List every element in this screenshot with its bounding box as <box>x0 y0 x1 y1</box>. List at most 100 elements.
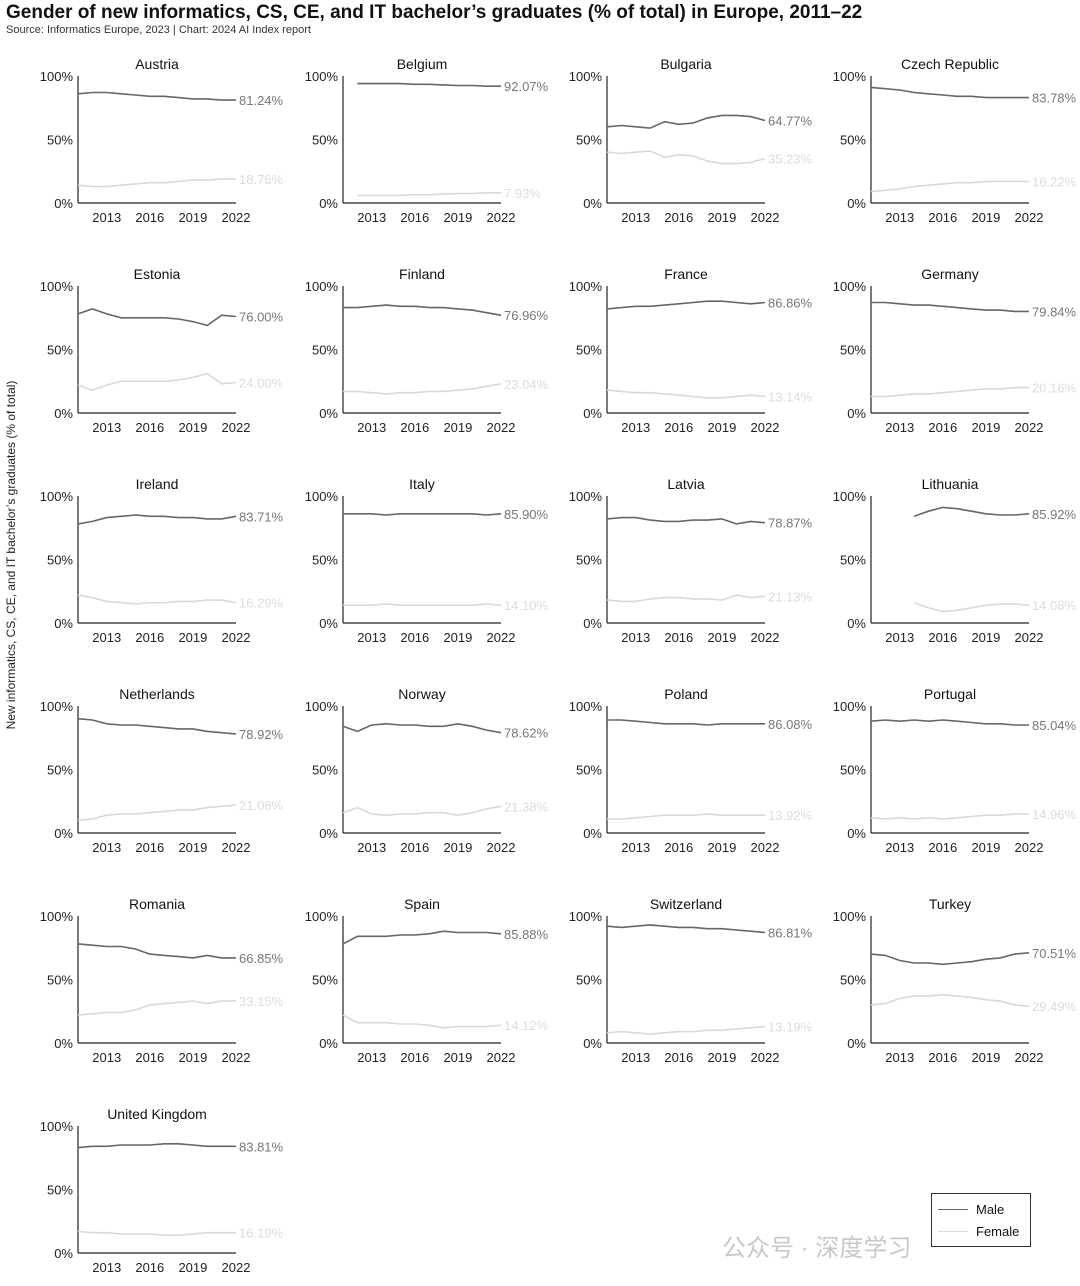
male-data-label: 83.78% <box>1032 91 1077 106</box>
female-series-line <box>870 813 1029 820</box>
y-tick-label: 0% <box>54 826 73 841</box>
y-tick-label: 100% <box>569 699 603 714</box>
y-tick-label: 0% <box>319 616 338 631</box>
y-tick-label: 100% <box>305 909 339 924</box>
legend-label-female: Female <box>976 1224 1020 1239</box>
female-data-label: 29.49% <box>1032 999 1077 1014</box>
x-tick-label: 2016 <box>400 420 429 435</box>
y-tick-label: 0% <box>583 826 602 841</box>
x-tick-label: 2022 <box>751 630 780 645</box>
female-series-line <box>342 1014 502 1029</box>
male-data-label: 85.88% <box>504 927 549 942</box>
panel-title: United Kingdom <box>107 1106 207 1122</box>
female-series-line <box>870 180 1029 193</box>
y-tick-label: 100% <box>40 1119 74 1134</box>
male-data-label: 66.85% <box>239 951 284 966</box>
male-data-label: 85.04% <box>1032 718 1077 733</box>
y-tick-label: 0% <box>847 1036 866 1051</box>
panel-title: Spain <box>404 896 440 912</box>
y-tick-label: 100% <box>569 69 603 84</box>
female-data-label: 13.92% <box>768 808 813 823</box>
x-tick-label: 2022 <box>1015 840 1044 855</box>
female-data-label: 21.13% <box>768 589 813 604</box>
male-series-line <box>606 300 766 310</box>
panel-title: Netherlands <box>119 686 195 702</box>
male-series-line <box>606 114 766 129</box>
x-tick-label: 2013 <box>92 210 121 225</box>
x-tick-label: 2016 <box>928 630 957 645</box>
x-tick-label: 2016 <box>400 630 429 645</box>
male-series-line <box>913 506 1030 518</box>
female-series-line <box>77 178 236 188</box>
panel-belgium: Belgium 0% 50% 100% 2013 2016 2019 2022 92.07% 7.… <box>305 56 549 225</box>
male-data-label: 85.90% <box>504 507 549 522</box>
female-data-label: 24.00% <box>239 376 284 391</box>
y-tick-label: 0% <box>54 406 73 421</box>
female-series-line <box>77 372 237 391</box>
female-series-line <box>870 993 1030 1007</box>
x-tick-label: 2019 <box>178 1260 207 1275</box>
legend-swatch-male <box>938 1209 968 1210</box>
male-data-label: 86.81% <box>768 926 813 941</box>
legend-item-male: Male <box>938 1202 1004 1217</box>
panel-bulgaria: Bulgaria 0% 50% 100% 2013 2016 2019 2022 64.77% 3… <box>569 56 813 225</box>
female-series-line <box>606 389 766 399</box>
male-series-line <box>77 943 236 959</box>
x-tick-label: 2019 <box>443 210 472 225</box>
y-tick-label: 100% <box>569 279 603 294</box>
x-tick-label: 2013 <box>357 210 386 225</box>
y-tick-label: 100% <box>40 699 74 714</box>
y-tick-label: 0% <box>583 406 602 421</box>
female-data-label: 16.29% <box>239 596 284 611</box>
y-tick-label: 50% <box>840 343 866 358</box>
x-tick-label: 2013 <box>621 840 650 855</box>
x-tick-label: 2019 <box>443 1050 472 1065</box>
x-tick-label: 2019 <box>443 630 472 645</box>
male-data-label: 79.84% <box>1032 304 1077 319</box>
x-tick-label: 2019 <box>971 840 1000 855</box>
female-series-line <box>77 1000 236 1016</box>
male-data-label: 76.96% <box>504 308 549 323</box>
y-tick-label: 0% <box>319 196 338 211</box>
female-data-label: 7.93% <box>504 186 541 201</box>
y-tick-label: 100% <box>833 489 867 504</box>
x-tick-label: 2019 <box>443 420 472 435</box>
male-data-label: 78.87% <box>768 516 813 531</box>
y-tick-label: 50% <box>47 343 73 358</box>
panel-czech-republic: Czech Republic 0% 50% 100% 2013 2016 2019 2022 8… <box>833 56 1077 225</box>
x-tick-label: 2016 <box>664 420 693 435</box>
male-data-label: 78.62% <box>504 726 549 741</box>
watermark-text: 公众号 · 深度学习 <box>722 1235 912 1262</box>
x-tick-label: 2013 <box>621 210 650 225</box>
x-tick-label: 2013 <box>92 420 121 435</box>
y-tick-label: 100% <box>40 909 74 924</box>
female-series-line <box>607 813 765 820</box>
chart-legend: Male Female <box>931 1193 1031 1247</box>
x-tick-label: 2016 <box>928 420 957 435</box>
x-tick-label: 2013 <box>357 630 386 645</box>
x-tick-label: 2013 <box>621 1050 650 1065</box>
x-tick-label: 2016 <box>928 210 957 225</box>
female-data-label: 21.08% <box>239 798 284 813</box>
male-data-label: 83.81% <box>239 1139 284 1154</box>
y-tick-label: 50% <box>840 553 866 568</box>
y-tick-label: 100% <box>40 489 74 504</box>
female-data-label: 18.76% <box>239 172 284 187</box>
female-data-label: 21.38% <box>504 799 549 814</box>
panel-poland: Poland 0% 50% 100% 2013 2016 2019 2022 86.08% 13.… <box>569 686 813 855</box>
male-series-line <box>871 301 1029 313</box>
legend-item-female: Female <box>938 1224 1019 1239</box>
x-tick-label: 2016 <box>135 630 164 645</box>
panel-title: France <box>664 266 708 282</box>
female-series-line <box>357 192 501 197</box>
x-tick-label: 2013 <box>621 630 650 645</box>
male-series-line <box>870 719 1029 726</box>
x-tick-label: 2022 <box>751 1050 780 1065</box>
x-tick-label: 2013 <box>92 840 121 855</box>
x-tick-label: 2022 <box>222 1050 251 1065</box>
panel-norway: Norway 0% 50% 100% 2013 2016 2019 2022 78.62% 21.… <box>305 686 549 855</box>
panel-portugal: Portugal 0% 50% 100% 2013 2016 2019 2022 85.04% 1… <box>833 686 1077 855</box>
x-tick-label: 2016 <box>664 1050 693 1065</box>
male-data-label: 81.24% <box>239 93 284 108</box>
x-tick-label: 2019 <box>178 630 207 645</box>
